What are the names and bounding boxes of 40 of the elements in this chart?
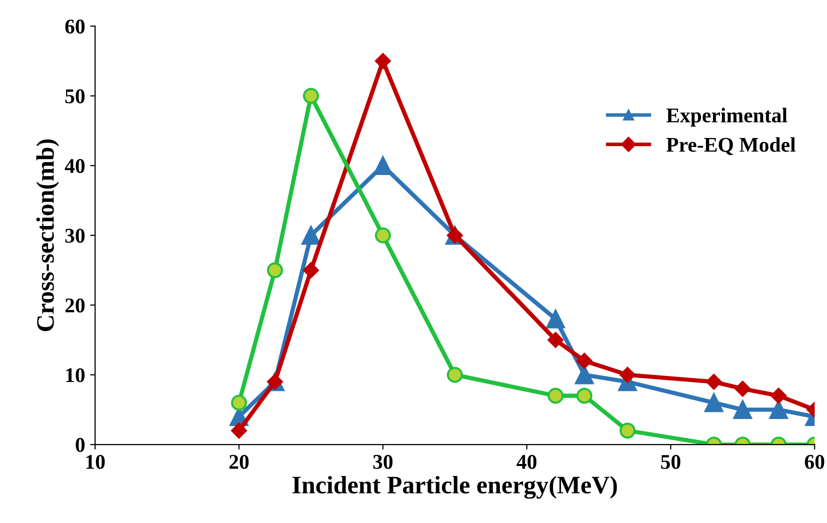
point bbox=[231, 422, 247, 439]
y-tick-label: 20 bbox=[65, 298, 85, 313]
y-axis-title: Cross-section(mb) bbox=[36, 139, 59, 332]
point bbox=[576, 352, 592, 369]
point bbox=[266, 262, 283, 278]
y-tick-label: 10 bbox=[66, 368, 85, 382]
point bbox=[576, 388, 592, 404]
point bbox=[734, 380, 751, 397]
point bbox=[374, 53, 391, 69]
point bbox=[302, 88, 319, 104]
point bbox=[446, 366, 463, 383]
y-tick-label: 60 bbox=[65, 20, 85, 34]
x-tick-label: 30 bbox=[373, 454, 393, 469]
x-tick-label: 10 bbox=[86, 454, 105, 469]
y-tick-label: 30 bbox=[65, 228, 85, 243]
point bbox=[706, 374, 722, 390]
point bbox=[733, 400, 752, 420]
point bbox=[770, 388, 787, 404]
point bbox=[231, 394, 247, 411]
x-tick-label: 40 bbox=[516, 454, 536, 469]
point bbox=[303, 262, 319, 278]
x-axis-title: Incident Particle energy(MeV) bbox=[292, 476, 617, 499]
x-tick-label: 60 bbox=[804, 454, 824, 469]
x-tick-label: 20 bbox=[229, 454, 249, 469]
point bbox=[620, 422, 636, 439]
y-tick-label: 40 bbox=[64, 158, 85, 174]
x-tick-label: 50 bbox=[661, 454, 680, 469]
point bbox=[769, 400, 788, 420]
point bbox=[374, 227, 391, 244]
y-tick-label: 50 bbox=[65, 89, 85, 104]
point bbox=[704, 393, 724, 412]
legend-label: Experimental bbox=[666, 108, 788, 127]
point bbox=[548, 332, 564, 348]
legend-label: Pre-EQ Model bbox=[666, 137, 796, 156]
point bbox=[302, 226, 320, 245]
y-tick-label: 0 bbox=[76, 438, 85, 452]
point bbox=[548, 388, 564, 404]
point bbox=[620, 366, 636, 383]
point bbox=[374, 156, 392, 175]
point bbox=[546, 310, 565, 328]
